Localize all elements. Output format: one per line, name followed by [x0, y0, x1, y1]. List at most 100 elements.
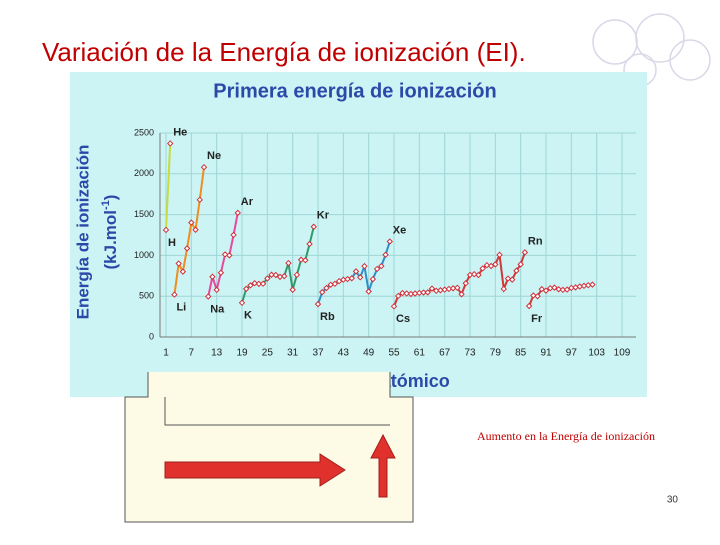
marker: [428, 285, 436, 292]
point-label: Li: [176, 301, 186, 313]
y-tick-label: 0: [149, 331, 154, 341]
y-tick-label: 1500: [134, 209, 154, 219]
marker: [382, 251, 389, 258]
marker: [589, 281, 596, 288]
marker: [188, 219, 195, 226]
marker: [314, 300, 322, 308]
marker: [297, 256, 305, 263]
x-tick-label: 73: [464, 348, 476, 359]
marker: [268, 271, 275, 278]
marker: [196, 196, 203, 204]
point-label: Ne: [207, 150, 221, 162]
x-tick-label: 67: [439, 348, 451, 359]
marker: [251, 280, 258, 287]
marker: [361, 262, 368, 270]
marker: [162, 226, 170, 234]
marker: [200, 163, 208, 171]
marker: [319, 288, 326, 296]
x-tick-label: 49: [363, 348, 375, 359]
x-tick-label: 19: [236, 348, 248, 359]
plot: 0 500 1000 1500 2000 2500 1 7 13 19 25 31 37 43 49 55 61…: [134, 126, 636, 359]
marker: [289, 286, 296, 293]
series-line: [165, 143, 172, 230]
point-label: Rn: [528, 235, 543, 247]
marker: [348, 275, 355, 282]
marker: [517, 261, 524, 268]
x-tick-label: 85: [515, 348, 527, 359]
marker: [259, 280, 267, 287]
point-label: H: [168, 237, 176, 249]
chart-area: [70, 72, 647, 397]
marker: [509, 276, 516, 283]
marker: [293, 271, 301, 279]
marker: [179, 268, 187, 275]
marker: [378, 262, 385, 270]
marker: [551, 284, 558, 291]
point-label: Rb: [320, 311, 335, 323]
marker: [492, 261, 499, 268]
marker: [513, 267, 520, 274]
marker: [302, 257, 309, 264]
x-tick-label: 37: [312, 348, 324, 359]
marker: [230, 231, 237, 239]
marker: [424, 289, 431, 296]
point-label: Ar: [241, 196, 254, 208]
marker: [538, 285, 545, 293]
marker: [323, 284, 330, 292]
marker: [175, 260, 182, 267]
x-tick-label: 97: [566, 348, 578, 359]
marker: [462, 280, 469, 287]
marker: [373, 265, 381, 273]
x-tick-label: 79: [490, 348, 502, 359]
x-tick-label: 61: [414, 348, 426, 359]
x-tick-label: 91: [540, 348, 552, 359]
marker: [525, 302, 533, 310]
marker: [331, 280, 339, 288]
marker: [500, 285, 507, 293]
marker: [365, 288, 372, 295]
marker: [281, 272, 288, 280]
y-axis-label: Energía de ionización: [73, 145, 92, 320]
marker: [420, 289, 427, 296]
marker: [403, 290, 410, 297]
marker: [213, 286, 220, 294]
x-tick-label: 1: [163, 348, 169, 359]
marker: [487, 262, 495, 270]
x-tick-label: 31: [287, 348, 299, 359]
table-outline: [124, 372, 414, 523]
slide-title: Variación de la Energía de ionización (E…: [42, 37, 526, 67]
marker: [238, 299, 246, 307]
y-tick-label: 1000: [134, 250, 154, 260]
y-axis-unit: (kJ.mol-1): [100, 195, 121, 270]
marker: [205, 293, 212, 300]
marker: [247, 282, 254, 289]
marker: [471, 270, 478, 278]
x-tick-label: 43: [338, 348, 350, 359]
marker: [521, 249, 529, 256]
marker: [534, 293, 541, 300]
page-number: 30: [667, 495, 679, 506]
marker: [221, 251, 229, 258]
marker: [390, 303, 398, 310]
marker: [530, 292, 537, 299]
marker: [555, 286, 562, 293]
marker: [255, 280, 263, 288]
marker: [352, 268, 360, 275]
marker: [399, 289, 406, 297]
marker: [171, 291, 178, 298]
x-tick-label: 109: [614, 348, 631, 359]
marker: [310, 223, 317, 230]
marker: [285, 259, 292, 267]
point-label: K: [244, 310, 252, 322]
point-label: Cs: [396, 313, 410, 325]
marker: [369, 275, 377, 283]
arrow-up: [370, 433, 396, 498]
marker: [264, 275, 271, 282]
marker: [395, 292, 402, 300]
marker: [563, 286, 571, 293]
point-label: Xe: [393, 224, 406, 236]
marker: [306, 240, 313, 248]
marker: [192, 226, 199, 233]
point-label: Fr: [531, 313, 543, 325]
